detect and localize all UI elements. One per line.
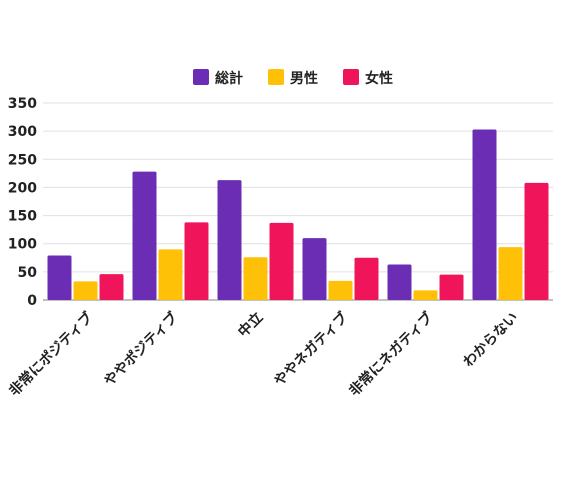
bar-female-5: [524, 182, 549, 300]
y-tick-label: 200: [8, 180, 37, 196]
y-tick-label: 150: [8, 209, 37, 225]
legend: 総計 男性 女性: [193, 69, 393, 87]
bar-female-2: [269, 222, 294, 300]
bar-female-0: [99, 274, 124, 300]
x-tick-label: わからない: [461, 310, 522, 371]
x-tick-label: 非常にポジティブ: [6, 309, 97, 400]
y-tick-label: 100: [8, 237, 37, 253]
bar-female-1: [184, 222, 209, 300]
y-tick-label: 0: [27, 293, 37, 309]
bar-total-5: [472, 129, 497, 300]
bar-female-4: [439, 274, 464, 300]
legend-swatch-male: [268, 69, 284, 85]
bar-total-1: [132, 171, 157, 300]
bar-male-0: [73, 281, 98, 300]
y-tick-label: 250: [8, 152, 37, 168]
legend-swatch-total: [193, 69, 209, 85]
bar-total-3: [302, 238, 327, 300]
x-tick-label: ややポジティブ: [101, 309, 182, 390]
legend-label-female: 女性: [365, 70, 393, 87]
y-tick-label: 50: [18, 265, 38, 281]
bar-total-4: [387, 264, 412, 300]
legend-label-male: 男性: [290, 70, 318, 87]
bar-male-4: [413, 290, 438, 300]
bar-series: [47, 129, 549, 300]
legend-swatch-female: [343, 69, 359, 85]
bar-female-3: [354, 257, 379, 300]
x-tick-label: ややネガティブ: [271, 309, 352, 390]
legend-label-total: 総計: [215, 70, 243, 87]
x-tick-label: 中立: [235, 309, 267, 341]
bar-male-3: [328, 280, 353, 300]
y-tick-label: 350: [8, 96, 37, 112]
y-axis: 0 50 100 150 200 250 300 350: [8, 96, 37, 309]
bar-total-0: [47, 255, 72, 300]
bar-male-2: [243, 257, 268, 300]
bar-total-2: [217, 180, 242, 300]
bar-male-5: [498, 247, 523, 300]
grid-lines: [43, 102, 553, 301]
y-tick-label: 300: [8, 124, 37, 140]
bar-male-1: [158, 249, 183, 300]
x-tick-label: 非常にネガティブ: [346, 309, 437, 400]
